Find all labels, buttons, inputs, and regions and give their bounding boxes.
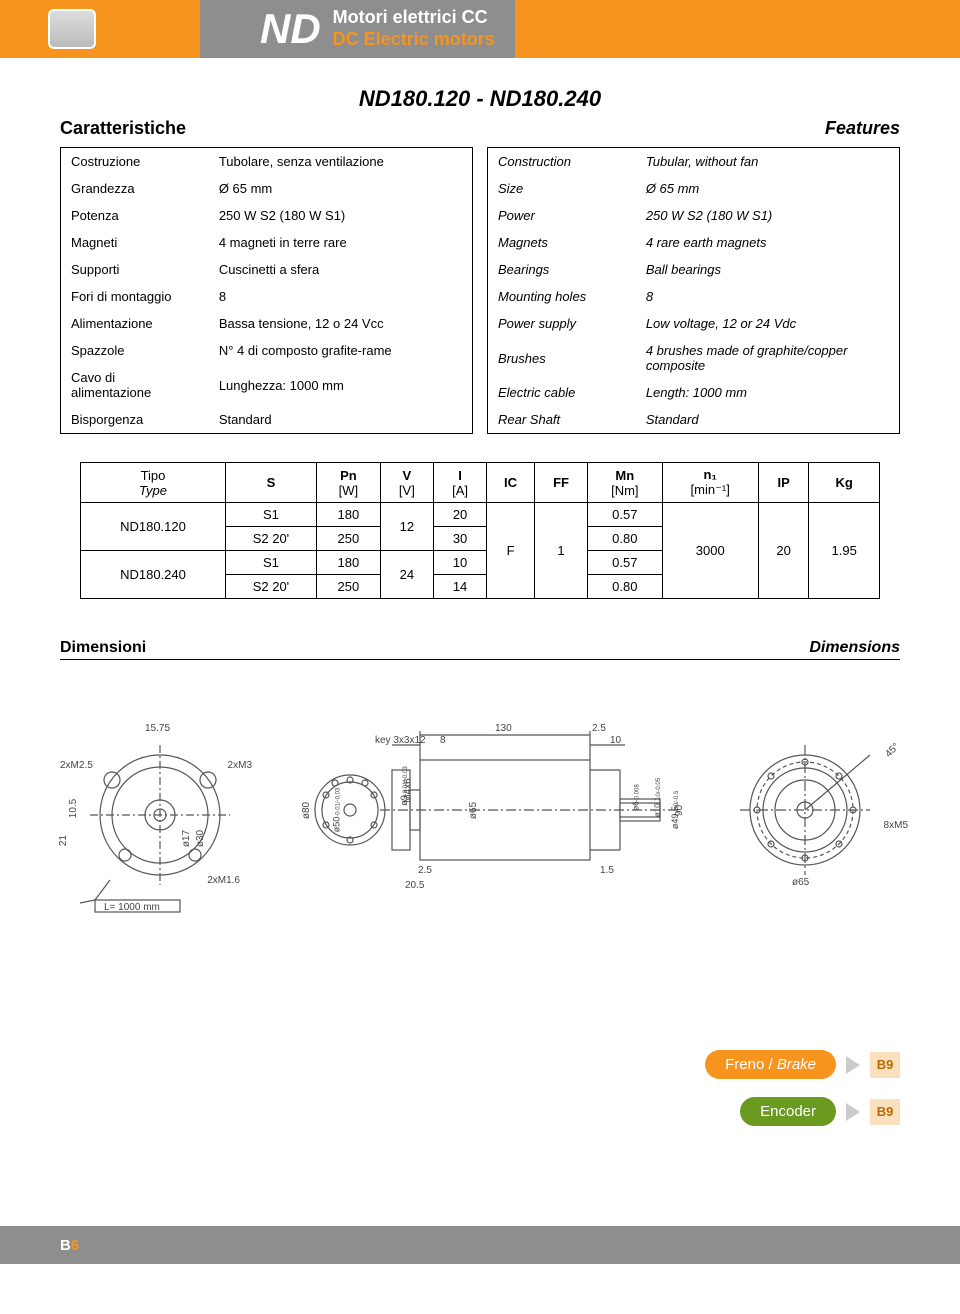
col-pn: Pn[W]: [316, 463, 380, 503]
table-row: SpazzoleN° 4 di composto grafite-rame: [61, 337, 473, 364]
dim-d101: ø10.1: [653, 797, 662, 817]
table-row: BisporgenzaStandard: [61, 406, 473, 434]
accessory-pills: Freno / Brake B9 Encoder B9: [60, 1050, 900, 1126]
header-title-en: DC Electric motors: [333, 29, 495, 51]
dim-2xm16: 2xM1.6: [207, 875, 240, 886]
tag-b9-1: B9: [870, 1052, 900, 1078]
dim-heading-it: Dimensioni: [60, 639, 146, 657]
col-ff: FF: [534, 463, 587, 503]
table-row: SupportiCuscinetti a sfera: [61, 256, 473, 283]
table-row: ConstructionTubular, without fan: [488, 148, 900, 176]
table-row: GrandezzaØ 65 mm: [61, 175, 473, 202]
col-n1: n₁[min⁻¹]: [662, 463, 758, 503]
header-title-it: Motori elettrici CC: [333, 7, 495, 29]
col-mn: Mn[Nm]: [588, 463, 662, 503]
dim-130: 130: [495, 723, 512, 734]
char-table-en: ConstructionTubular, without fanSizeØ 65…: [487, 147, 900, 434]
dim-25a: 2.5: [592, 723, 606, 734]
col-ip: IP: [758, 463, 809, 503]
dim-d80: ø80: [301, 802, 312, 819]
col-tipo: Tipo Type: [81, 463, 226, 503]
pill-freno: Freno / Brake: [705, 1050, 836, 1079]
dim-10-5: 10.5: [68, 799, 79, 818]
technical-drawings: 15.75 2xM2.5 2xM3 10.5 21 ø17 ø30 2xM1.6…: [60, 680, 900, 940]
page-footer: B6: [0, 1226, 960, 1264]
table-row: AlimentazioneBassa tensione, 12 o 24 Vcc: [61, 310, 473, 337]
dim-10: 10: [610, 735, 621, 746]
dim-heading-en: Dimensions: [809, 639, 900, 657]
data-table: Tipo Type S Pn[W] V[V] I[A] IC FF Mn[Nm]…: [80, 462, 880, 599]
dim-m4x6: M4x6: [403, 778, 414, 802]
col-s: S: [225, 463, 316, 503]
table-row: SizeØ 65 mm: [488, 175, 900, 202]
table-row: BearingsBall bearings: [488, 256, 900, 283]
col-ic: IC: [487, 463, 535, 503]
pill-encoder-row: Encoder B9: [740, 1097, 900, 1126]
page-number: B6: [60, 1237, 79, 1254]
page-header: ND Motori elettrici CC DC Electric motor…: [0, 0, 960, 58]
col-i: I[A]: [433, 463, 486, 503]
arrow-icon: [846, 1056, 860, 1074]
cell-type1: ND180.120: [81, 503, 226, 551]
dim-2xm25: 2xM2.5: [60, 760, 93, 771]
dim-8xm5: 8xM5: [884, 820, 908, 831]
header-title-block: ND Motori elettrici CC DC Electric motor…: [200, 0, 515, 58]
dim-90: 90: [674, 805, 685, 816]
dim-15-75: 15.75: [145, 723, 170, 734]
table-row: Magnets4 rare earth magnets: [488, 229, 900, 256]
drawing-front: 45° 8xM5 ø65: [720, 705, 900, 915]
table-row: Mounting holes8: [488, 283, 900, 310]
dim-d50: ø50: [331, 817, 341, 833]
col-v: V[V]: [380, 463, 433, 503]
dim-21: 21: [58, 835, 69, 846]
dim-15: 1.5: [600, 865, 614, 876]
dim-205: 20.5: [405, 880, 424, 891]
dim-2xm3: 2xM3: [228, 760, 252, 771]
arrow-icon: [846, 1103, 860, 1121]
dim-d17: ø17: [181, 830, 192, 847]
motor-icon: [48, 9, 96, 49]
cell-type2: ND180.240: [81, 551, 226, 599]
table-row: Fori di montaggio8: [61, 283, 473, 310]
table-row: Brushes4 brushes made of graphite/copper…: [488, 337, 900, 379]
tag-b9-2: B9: [870, 1099, 900, 1125]
table-row: Power supplyLow voltage, 12 or 24 Vdc: [488, 310, 900, 337]
char-table-it: CostruzioneTubolare, senza ventilazioneG…: [60, 147, 473, 434]
nd-logo: ND: [260, 5, 321, 53]
table-row: Potenza250 W S2 (180 W S1): [61, 202, 473, 229]
char-heading-it: Caratteristiche: [60, 118, 186, 139]
table-row: Cavo di alimentazioneLunghezza: 1000 mm: [61, 364, 473, 406]
dim-d6: ø6: [632, 801, 641, 810]
dim-d65a: ø65: [468, 802, 479, 819]
table-row: CostruzioneTubolare, senza ventilazione: [61, 148, 473, 176]
table-row: Magneti4 magneti in terre rare: [61, 229, 473, 256]
characteristics-heading: Caratteristiche Features: [60, 118, 900, 139]
dim-d65b: ø65: [792, 877, 809, 888]
dim-l1000: L= 1000 mm: [104, 902, 160, 913]
table-row: Electric cableLength: 1000 mm: [488, 379, 900, 406]
dim-8: 8: [440, 735, 446, 746]
pill-encoder: Encoder: [740, 1097, 836, 1126]
table-row: Rear ShaftStandard: [488, 406, 900, 434]
col-tipo-it: Tipo: [87, 468, 219, 483]
drawing-side: key 3x3x12 8 ø80 ø50-0.01/-0.03 ø9-0.01/…: [290, 705, 690, 915]
table-row: ND180.120 S1 180 12 20 F 1 0.57 3000 20 …: [81, 503, 880, 527]
pill-freno-row: Freno / Brake B9: [705, 1050, 900, 1079]
dim-25b: 2.5: [418, 865, 432, 876]
col-tipo-en: Type: [87, 483, 219, 498]
dim-d30: ø30: [195, 830, 206, 847]
dimensions-heading: Dimensioni Dimensions: [60, 639, 900, 660]
char-heading-en: Features: [825, 118, 900, 139]
col-kg: Kg: [809, 463, 880, 503]
model-code: ND180.120 - ND180.240: [60, 86, 900, 112]
table-row: Power250 W S2 (180 W S1): [488, 202, 900, 229]
pill-freno-en: Brake: [777, 1056, 816, 1073]
characteristics-tables: CostruzioneTubolare, senza ventilazioneG…: [60, 147, 900, 434]
drawing-rear: 15.75 2xM2.5 2xM3 10.5 21 ø17 ø30 2xM1.6…: [60, 705, 260, 915]
pill-freno-it: Freno: [725, 1056, 764, 1073]
dim-key: key 3x3x12: [375, 735, 426, 746]
